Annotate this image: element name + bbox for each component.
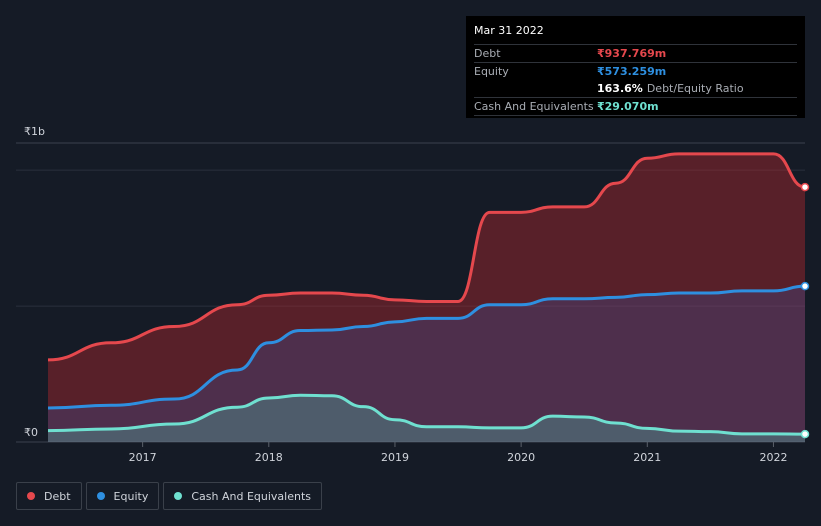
cash-dot-icon (174, 492, 183, 500)
debt-line (47, 152, 806, 362)
tooltip-debt-value: ₹937.769m (597, 47, 667, 60)
legend-item-debt[interactable]: Debt (16, 482, 82, 510)
series-lines (47, 152, 806, 436)
tooltip-divider (474, 115, 797, 116)
equity-dot-icon (96, 492, 105, 500)
tooltip-date: Mar 31 2022 (474, 24, 544, 37)
cash-line (47, 393, 806, 436)
legend-equity-label: Equity (113, 489, 149, 503)
equity-line (47, 284, 806, 410)
legend-debt-label: Debt (44, 489, 71, 503)
cash-area (48, 395, 805, 442)
tooltip-row-equity: Equity ₹573.259m (474, 62, 797, 80)
x-tick-label-4: 2021 (633, 451, 661, 464)
axes: ₹0 ₹1b 2017 2018 2019 2020 2021 2022 (24, 125, 787, 464)
equity-end-marker[interactable] (800, 281, 810, 291)
tooltip-ratio-label: Debt/Equity Ratio (646, 82, 744, 95)
tooltip-row-ratio: 163.6% Debt/Equity Ratio (474, 80, 797, 97)
legend-item-equity[interactable]: Equity (85, 482, 160, 510)
tooltip-equity-value: ₹573.259m (597, 65, 667, 78)
tooltip-row-debt: Debt ₹937.769m (474, 44, 797, 62)
tooltip-ratio-value: 163.6% (597, 82, 643, 95)
x-tick-label-2: 2019 (381, 451, 409, 464)
x-tick-label-3: 2020 (507, 451, 535, 464)
y-tick-label-0: ₹0 (24, 426, 38, 439)
tooltip-cash-label: Cash And Equivalents (474, 100, 594, 113)
grid-lines (16, 142, 805, 443)
x-tick-label-5: 2022 (759, 451, 787, 464)
tooltip-cash-value: ₹29.070m (597, 100, 659, 113)
legend-item-cash[interactable]: Cash And Equivalents (163, 482, 322, 510)
chart-legend: Debt Equity Cash And Equivalents (16, 482, 326, 510)
y-tick-label-1: ₹1b (24, 125, 45, 138)
x-tick-label-0: 2017 (129, 451, 157, 464)
tooltip-debt-label: Debt (474, 47, 501, 60)
debt-dot-icon (27, 492, 35, 500)
tooltip-row-cash: Cash And Equivalents ₹29.070m (474, 97, 797, 115)
legend-cash-label: Cash And Equivalents (191, 489, 311, 503)
cash-end-marker[interactable] (800, 429, 810, 439)
data-tooltip: Mar 31 2022 Debt ₹937.769m Equity ₹573.2… (466, 16, 805, 118)
end-markers[interactable] (800, 182, 810, 439)
tooltip-equity-label: Equity (474, 65, 509, 78)
x-tick-label-1: 2018 (255, 451, 283, 464)
debt-end-marker[interactable] (800, 182, 810, 192)
equity-area (48, 286, 805, 442)
